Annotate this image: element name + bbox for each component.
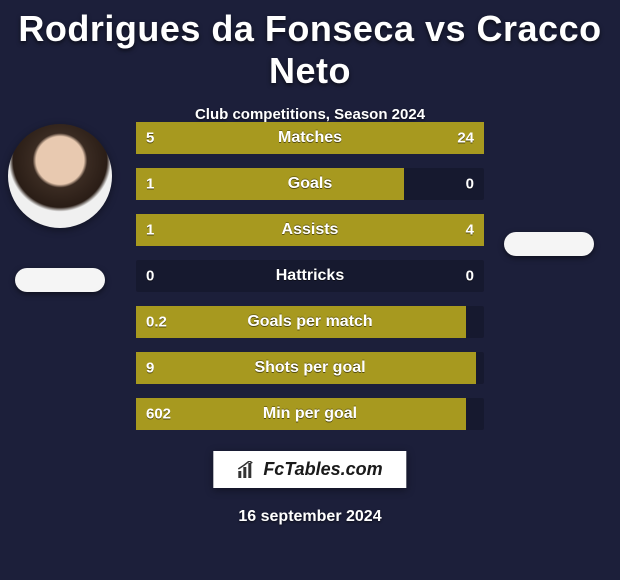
player-right [486,110,612,261]
stat-row: 0Hattricks0 [136,260,484,292]
stat-label: Hattricks [136,267,484,285]
player-left-name-tag [15,268,105,292]
avatar-left [8,124,112,228]
stat-row: 602Min per goal [136,398,484,430]
stat-row: 1Goals0 [136,168,484,200]
stat-label: Matches [136,129,484,147]
player-right-name-tag [504,232,594,256]
stat-label: Goals [136,175,484,193]
stat-label: Goals per match [136,313,484,331]
stat-row: 9Shots per goal [136,352,484,384]
date-label: 16 september 2024 [0,508,620,526]
stat-label: Min per goal [136,405,484,423]
stat-row: 5Matches24 [136,122,484,154]
avatar-right-placeholder [486,110,590,214]
stat-value-right: 4 [466,222,474,239]
chart-icon [237,461,257,479]
player-left [8,110,112,297]
stat-value-right: 24 [457,130,474,147]
stat-row: 1Assists4 [136,214,484,246]
stat-label: Assists [136,221,484,239]
stats-comparison: 5Matches241Goals01Assists40Hattricks00.2… [136,122,484,444]
branding-text: FcTables.com [263,459,382,480]
page-title: Rodrigues da Fonseca vs Cracco Neto [0,0,620,92]
stat-value-right: 0 [466,176,474,193]
stat-value-right: 0 [466,268,474,285]
stat-label: Shots per goal [136,359,484,377]
branding-badge: FcTables.com [213,451,406,488]
stat-row: 0.2Goals per match [136,306,484,338]
